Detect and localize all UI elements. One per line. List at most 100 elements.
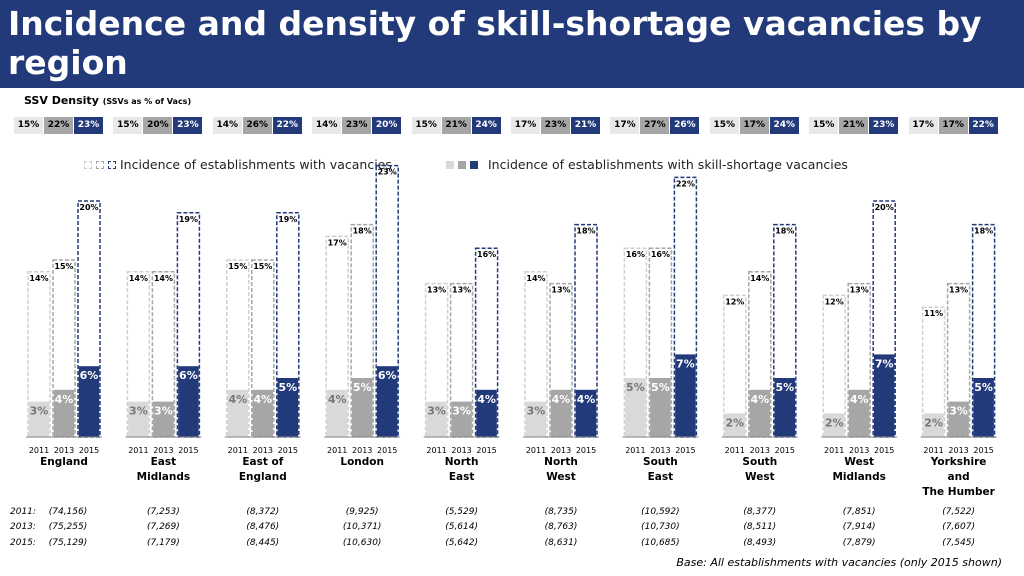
vacancy-value-label: 13%	[427, 286, 446, 295]
density-cell-2013: 23%	[342, 117, 372, 134]
vacancy-value-label: 20%	[79, 203, 98, 212]
category-label: South	[643, 456, 678, 468]
ssv-value-label: 4%	[328, 393, 347, 406]
ssv-value-label: 4%	[477, 393, 496, 406]
ssv-value-label: 4%	[577, 393, 596, 406]
ssv-bar-2013	[53, 389, 75, 437]
legend-ssv-label: Incidence of establishments with skill-s…	[488, 157, 848, 172]
ssv-bar-2011	[128, 401, 149, 437]
density-group-2: 15% 20% 23%	[113, 117, 203, 134]
vacancy-value-label: 15%	[253, 262, 272, 271]
density-cell-2013: 20%	[143, 117, 173, 134]
category-label: East	[648, 471, 674, 483]
density-cell-2011: 17%	[511, 117, 540, 134]
year-tick-label: 2015	[377, 446, 397, 455]
vacancy-bar-2015	[176, 212, 201, 438]
vacancy-bar-2015	[872, 200, 896, 438]
density-cell-2011: 17%	[610, 117, 640, 134]
year-tick-label: 2013	[650, 446, 670, 455]
ssv-bar-2013	[451, 401, 472, 437]
ssv-bar-2015	[575, 389, 597, 437]
ssv-value-label: 3%	[527, 405, 546, 418]
year-tick-label: 2011	[923, 446, 943, 455]
vacancy-bar-2015	[474, 247, 499, 438]
ssv-value-label: 5%	[278, 381, 297, 394]
year-tick-label: 2015	[576, 446, 596, 455]
vacancy-value-label: 20%	[875, 203, 894, 212]
ssv-value-label: 4%	[55, 393, 74, 406]
ssv-value-label: 2%	[825, 416, 844, 429]
density-group-7: 17% 27% 26%	[610, 117, 700, 134]
density-cell-2013: 22%	[44, 117, 73, 134]
ssv-value-label: 3%	[30, 405, 49, 418]
legend-vacancies-label: Incidence of establishments with vacanci…	[120, 157, 392, 172]
ssv-bar-2015	[973, 378, 994, 437]
category-label: Midlands	[137, 471, 191, 483]
ssv-value-label: 3%	[949, 405, 968, 418]
year-tick-label: 2013	[352, 446, 372, 455]
density-cell-2013: 21%	[441, 117, 471, 134]
legend-swatch-2013	[96, 160, 104, 169]
ssv-bar-2013	[749, 389, 771, 437]
density-cell-2015: 23%	[173, 117, 203, 134]
category-label: West	[546, 471, 576, 483]
density-group-9: 15% 21% 23%	[809, 117, 899, 134]
category-label: England	[40, 456, 88, 468]
category-label: The Humber	[922, 486, 995, 498]
density-cell-2015: 20%	[372, 117, 402, 134]
ssv-value-label: 4%	[750, 393, 769, 406]
density-group-8: 15% 17% 24%	[709, 117, 800, 134]
year-tick-label: 2011	[824, 446, 844, 455]
ssv-bar-2011	[823, 413, 845, 437]
ssv-value-label: 2%	[924, 416, 943, 429]
vacancy-value-label: 11%	[924, 309, 943, 318]
vacancy-bar-2015	[773, 223, 797, 438]
density-group-4: 14% 23% 20%	[312, 117, 402, 134]
category-label: Midlands	[832, 471, 886, 483]
ssv-bar-2011	[326, 389, 348, 437]
year-tick-label: 2013	[849, 446, 869, 455]
vacancy-value-label: 18%	[775, 227, 794, 236]
year-tick-label: 2013	[750, 446, 770, 455]
ssv-value-label: 4%	[228, 393, 247, 406]
vacancy-bar-2015	[971, 223, 996, 438]
category-label: London	[340, 456, 384, 468]
density-cell-2015: 24%	[471, 117, 501, 134]
vacancy-value-label: 12%	[825, 297, 844, 306]
ssv-value-label: 6%	[80, 369, 99, 382]
density-group-3: 14% 26% 22%	[212, 117, 303, 134]
ssv-bar-2015	[78, 366, 100, 437]
year-tick-label: 2011	[526, 446, 546, 455]
vacancy-value-label: 16%	[651, 250, 670, 259]
category-label: West	[844, 456, 874, 468]
vacancy-value-label: 13%	[452, 286, 471, 295]
ssv-value-label: 5%	[974, 381, 993, 394]
ssv-bar-2013	[948, 401, 969, 437]
ssv-bar-2013	[153, 401, 174, 437]
ssv-bar-2011	[227, 389, 249, 437]
ssv-value-label: 3%	[452, 405, 471, 418]
ssv-density-sublabel: (SSVs as % of Vacs)	[102, 97, 192, 106]
year-tick-label: 2015	[675, 446, 695, 455]
year-tick-label: 2015	[973, 446, 993, 455]
ssv-bar-2015	[178, 366, 199, 437]
year-tick-label: 2013	[253, 446, 273, 455]
ssv-value-label: 5%	[626, 381, 645, 394]
density-group-5: 15% 21% 24%	[411, 117, 502, 134]
density-cell-2015: 22%	[968, 117, 998, 134]
year-tick-label: 2011	[228, 446, 248, 455]
ssv-bar-2011	[525, 401, 547, 437]
legend-swatch-2015	[108, 160, 116, 169]
density-cell-2011: 15%	[113, 117, 143, 134]
vacancy-value-label: 13%	[551, 286, 570, 295]
vacancy-value-label: 17%	[328, 238, 347, 247]
vacancy-value-label: 14%	[29, 274, 48, 283]
density-cell-2011: 15%	[411, 117, 441, 134]
density-cell-2015: 22%	[272, 117, 302, 134]
year-tick-label: 2015	[178, 446, 198, 455]
year-tick-label: 2013	[54, 446, 74, 455]
chart-title: Incidence and density of skill-shortage …	[8, 4, 982, 82]
category-label: East of	[242, 456, 283, 468]
density-cell-2011: 15%	[809, 117, 839, 134]
vacancy-value-label: 13%	[949, 286, 968, 295]
